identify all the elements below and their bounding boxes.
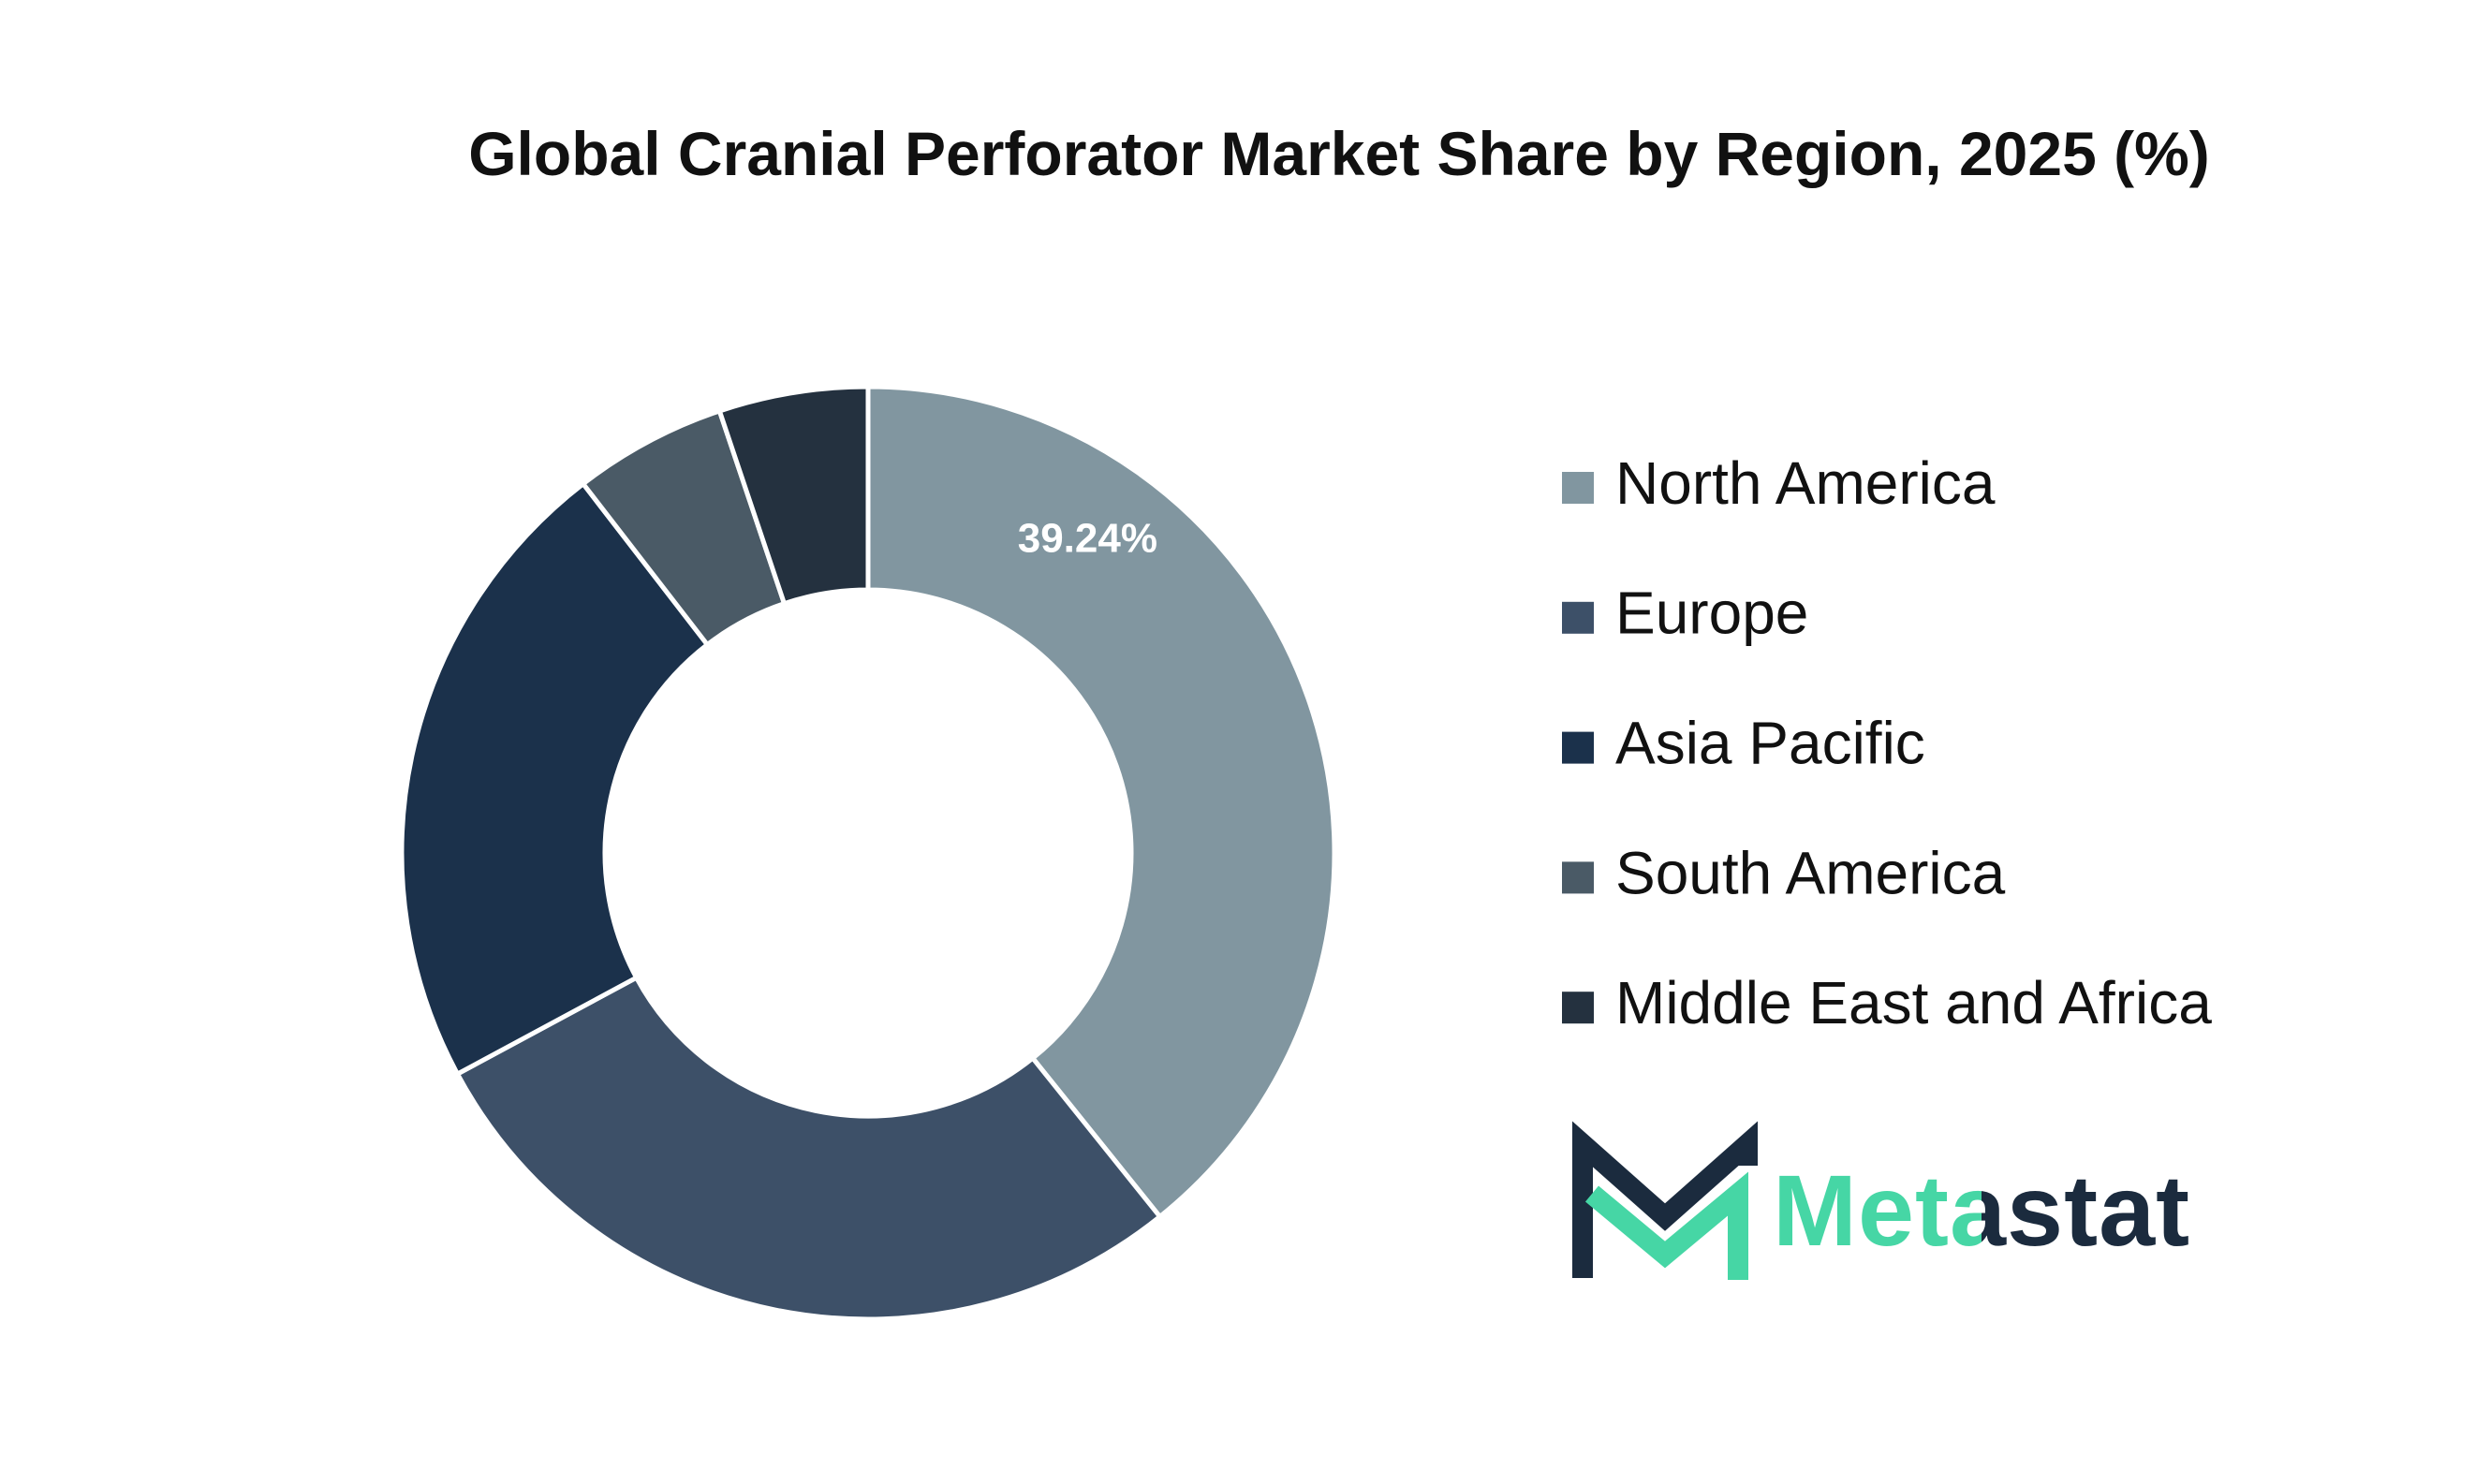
- slice: [454, 974, 1164, 1322]
- chart-title: Global Cranial Perforator Market Share b…: [468, 119, 2210, 188]
- legend-label: Middle East and Africa: [1615, 969, 2212, 1036]
- legend-swatch: [1562, 861, 1594, 894]
- legend-label: South America: [1615, 839, 2006, 906]
- logo-icon: [1572, 1121, 1758, 1280]
- legend-label: North America: [1615, 449, 1996, 517]
- slice-label: 39.24%: [1018, 515, 1157, 561]
- legend-swatch: [1562, 992, 1594, 1024]
- legend-label: Asia Pacific: [1615, 710, 1925, 777]
- legend-swatch: [1562, 601, 1594, 634]
- slice: [716, 384, 871, 607]
- legend-swatch: [1562, 472, 1594, 504]
- legend-label: Europe: [1615, 580, 1808, 647]
- slice: [865, 384, 1337, 1220]
- brand-logo: Metastat: [1773, 1153, 2191, 1267]
- legend-swatch: [1562, 731, 1594, 764]
- slice: [399, 480, 711, 1078]
